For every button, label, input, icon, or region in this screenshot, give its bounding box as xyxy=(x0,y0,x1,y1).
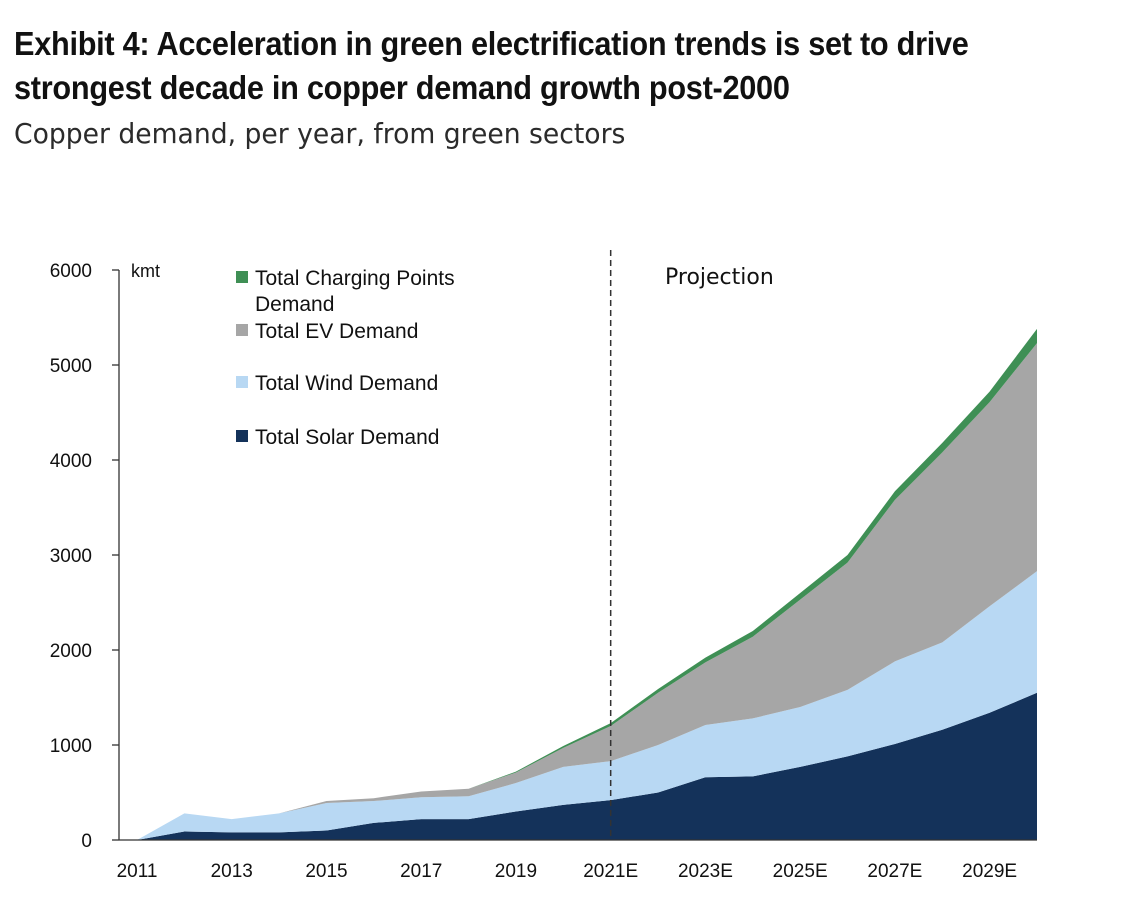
legend-item-total-ev-demand: Total EV Demand xyxy=(236,320,418,343)
area-total-wind-demand xyxy=(137,571,1037,840)
legend-swatch xyxy=(236,271,248,283)
legend-label: Total Solar Demand xyxy=(255,426,439,449)
axes xyxy=(112,269,1037,841)
y-tick-label: 2000 xyxy=(50,641,92,662)
x-tick-label: 2027E xyxy=(867,861,922,882)
y-tick-label: 1000 xyxy=(50,736,92,757)
x-tick-label: 2011 xyxy=(117,861,158,882)
x-tick-label: 2023E xyxy=(678,861,733,882)
legend-item-total-solar-demand: Total Solar Demand xyxy=(236,426,439,449)
legend-swatch xyxy=(236,430,248,442)
y-tick-label: 5000 xyxy=(50,356,92,377)
x-axis-tick-labels: 2011 2013 2015 2017 2019 2021E 2023E 2025E 2027E… xyxy=(117,861,1018,882)
legend: Total Charging Points Demand Total EV Dema… xyxy=(236,267,455,449)
chart-title: Exhibit 4: Acceleration in green electri… xyxy=(14,22,1037,110)
unit-label: kmt xyxy=(131,261,160,281)
x-tick-label: 2019 xyxy=(495,861,537,882)
x-tick-label: 2025E xyxy=(773,861,828,882)
y-tick-label: 6000 xyxy=(50,261,92,282)
x-tick-label: 2017 xyxy=(400,861,442,882)
chart-subtitle: Copper demand, per year, from green sect… xyxy=(14,117,626,150)
area-total-ev-demand xyxy=(137,343,1037,840)
x-tick-label: 2021E xyxy=(583,861,638,882)
x-tick-label: 2029E xyxy=(962,861,1017,882)
y-axis-tick-labels: 0 1000 2000 3000 4000 5000 6000 xyxy=(50,261,92,852)
area-layers xyxy=(137,328,1037,840)
legend-label: Total EV Demand xyxy=(255,320,418,343)
area-total-solar-demand xyxy=(137,692,1037,840)
y-tick-label: 4000 xyxy=(50,451,92,472)
x-tick-label: 2013 xyxy=(211,861,253,882)
legend-label: Total Charging Points Demand xyxy=(255,267,455,316)
legend-item-total-wind-demand: Total Wind Demand xyxy=(236,372,438,395)
x-tick-label: 2015 xyxy=(305,861,347,882)
legend-swatch xyxy=(236,324,248,336)
legend-item-total-charging-points-demand: Total Charging Points Demand xyxy=(236,267,455,316)
legend-label: Total Wind Demand xyxy=(255,372,438,395)
chart-title-line-1: Exhibit 4: Acceleration in green electri… xyxy=(14,25,969,62)
y-tick-label: 3000 xyxy=(50,546,92,567)
legend-swatch xyxy=(236,376,248,388)
chart-title-line-2: strongest decade in copper demand growth… xyxy=(14,69,790,106)
projection-label: Projection xyxy=(665,265,774,290)
y-tick-label: 0 xyxy=(81,831,92,852)
